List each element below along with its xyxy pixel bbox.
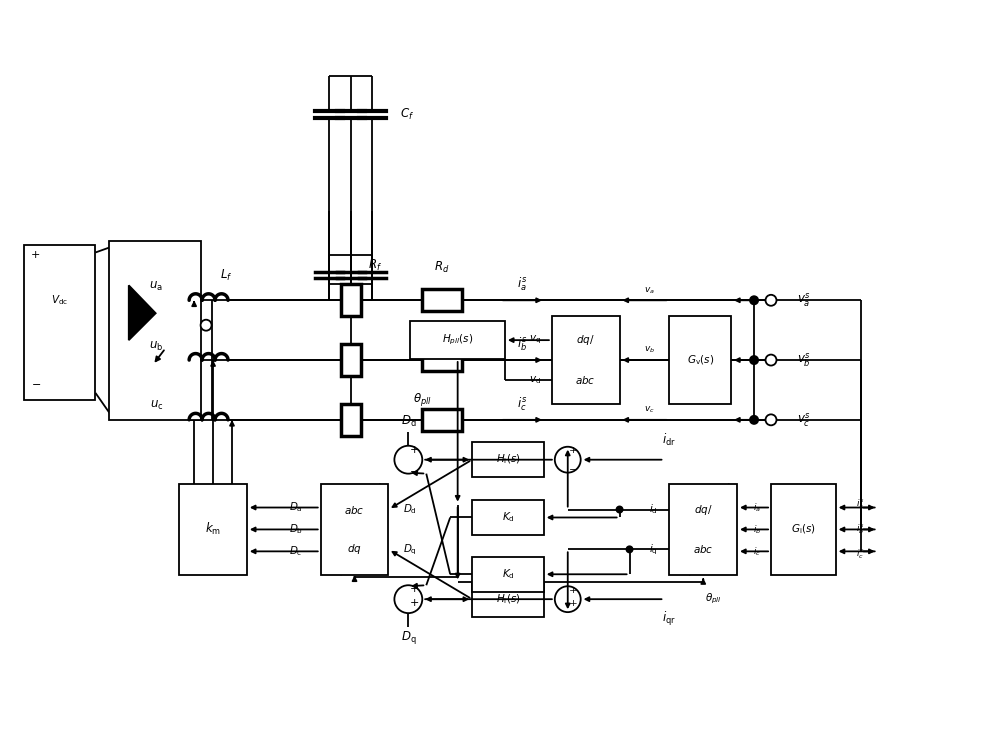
Bar [341,285,361,316]
Text: $i_b$: $i_b$ [753,523,761,536]
Text: $v_a$: $v_a$ [644,285,655,295]
Text: $D_{\rm q}$: $D_{\rm q}$ [401,629,416,646]
Text: $v_c$: $v_c$ [644,405,655,415]
Text: +: + [569,586,578,595]
Bar [669,316,731,404]
Bar [472,582,544,617]
Text: $v_b$: $v_b$ [644,345,656,356]
Text: $i_b^s$: $i_b^s$ [517,335,527,353]
Text: $i_c$: $i_c$ [753,545,761,558]
Text: $R_d$: $R_d$ [434,260,450,275]
Text: $k_{\rm m}$: $k_{\rm m}$ [205,522,221,538]
Text: $H_{\rm i}(s)$: $H_{\rm i}(s)$ [496,593,520,606]
Circle shape [555,586,581,612]
Circle shape [394,445,422,473]
Text: $K_{\rm d}$: $K_{\rm d}$ [502,567,514,581]
Text: $v_b^s$: $v_b^s$ [797,351,811,369]
Text: +: + [569,446,578,455]
Circle shape [749,414,759,425]
Text: $i_{\rm d}$: $i_{\rm d}$ [649,503,658,516]
Text: $D_{\rm q}$: $D_{\rm q}$ [403,542,417,556]
Bar [669,484,737,575]
Polygon shape [129,285,156,341]
Text: $i_c^s$: $i_c^s$ [856,547,865,561]
Bar [341,404,361,436]
Text: $H_{\rm i}(s)$: $H_{\rm i}(s)$ [496,453,520,467]
Text: +: + [410,445,419,455]
Text: $dq/$: $dq/$ [694,503,713,516]
Text: $-$: $-$ [31,378,41,388]
Text: $D_{\rm d}$: $D_{\rm d}$ [403,503,417,516]
Text: +: + [31,251,40,260]
Text: $C_f$: $C_f$ [400,106,414,122]
Circle shape [201,319,212,331]
Text: $D_{\rm a}$: $D_{\rm a}$ [289,501,303,514]
Text: $v_c^s$: $v_c^s$ [797,411,811,429]
Text: $D_{\rm d}$: $D_{\rm d}$ [401,414,416,430]
Bar [472,500,544,535]
Text: $i_b^s$: $i_b^s$ [856,522,865,536]
Bar [341,344,361,376]
Text: $K_{\rm d}$: $K_{\rm d}$ [502,510,514,525]
Bar [472,557,544,592]
Text: $L_f$: $L_f$ [220,268,232,283]
Circle shape [766,414,776,425]
Bar [422,409,462,431]
Text: +: + [410,584,419,594]
Bar [422,349,462,371]
Text: $G_{\rm v}(s)$: $G_{\rm v}(s)$ [687,353,714,367]
Text: $v_{\rm q}$: $v_{\rm q}$ [529,334,541,347]
Bar [321,484,388,575]
Text: $i_a^s$: $i_a^s$ [517,276,527,293]
Bar [24,245,95,400]
Text: $abc$: $abc$ [575,374,596,386]
Text: $abc$: $abc$ [693,544,714,556]
Text: $G_{\rm i}(s)$: $G_{\rm i}(s)$ [791,522,816,536]
Bar [179,484,247,575]
Text: $-$: $-$ [568,464,578,473]
Circle shape [626,545,634,553]
Text: $u_{\rm b}$: $u_{\rm b}$ [149,340,163,353]
Text: $v_a^s$: $v_a^s$ [797,291,811,309]
Text: +: + [410,598,419,609]
Text: $i_c^s$: $i_c^s$ [517,395,527,413]
Circle shape [555,447,581,473]
Text: $i_a$: $i_a$ [753,501,761,513]
Text: $R_f$: $R_f$ [368,258,383,273]
Text: +: + [569,599,578,608]
Bar [422,289,462,311]
Text: $dq/$: $dq/$ [576,333,595,347]
Circle shape [766,355,776,365]
Text: $v_{\rm d}$: $v_{\rm d}$ [529,374,541,386]
Bar [771,484,836,575]
Text: $D_{\rm b}$: $D_{\rm b}$ [289,522,303,536]
Text: $\theta_{pll}$: $\theta_{pll}$ [413,391,432,408]
Text: $H_{pll}(s)$: $H_{pll}(s)$ [442,333,473,347]
Bar [552,316,620,404]
Text: $-$: $-$ [409,464,419,475]
Circle shape [394,585,422,613]
Circle shape [766,294,776,306]
Text: $\theta_{pll}$: $\theta_{pll}$ [705,592,722,606]
Text: $V_{\rm dc}$: $V_{\rm dc}$ [51,294,68,307]
Text: $u_{\rm c}$: $u_{\rm c}$ [150,399,163,412]
Circle shape [749,295,759,305]
Text: $i_{\rm q}$: $i_{\rm q}$ [649,542,658,556]
Bar [472,442,544,477]
Text: $D_{\rm c}$: $D_{\rm c}$ [289,544,303,558]
Text: $abc$: $abc$ [344,504,365,516]
Text: $i_{\rm dr}$: $i_{\rm dr}$ [662,432,676,448]
Circle shape [616,506,624,513]
Text: $u_{\rm a}$: $u_{\rm a}$ [149,280,163,293]
Text: $dq$: $dq$ [347,542,362,556]
Bar [410,321,505,359]
Bar [109,241,201,420]
Circle shape [749,355,759,365]
Text: $i_a^s$: $i_a^s$ [856,498,865,511]
Text: $i_{\rm qr}$: $i_{\rm qr}$ [662,610,676,628]
